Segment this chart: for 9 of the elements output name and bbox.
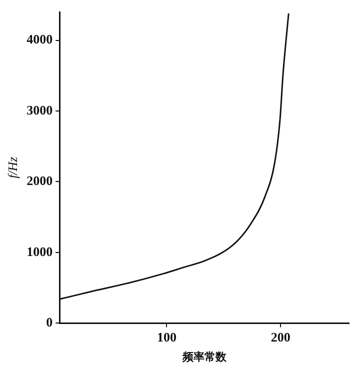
y-tick-label: 4000 <box>26 32 53 47</box>
y-axis-title: f/Hz <box>5 156 20 178</box>
x-tick-label: 100 <box>156 329 176 344</box>
y-tick-label: 3000 <box>26 102 53 118</box>
x-axis-title: 频率常数 <box>181 350 228 364</box>
y-tick-label: 0 <box>46 314 53 330</box>
x-tick-label: 200 <box>270 329 290 344</box>
y-tick-label: 1000 <box>26 244 53 259</box>
y-tick-label: 2000 <box>26 173 53 188</box>
